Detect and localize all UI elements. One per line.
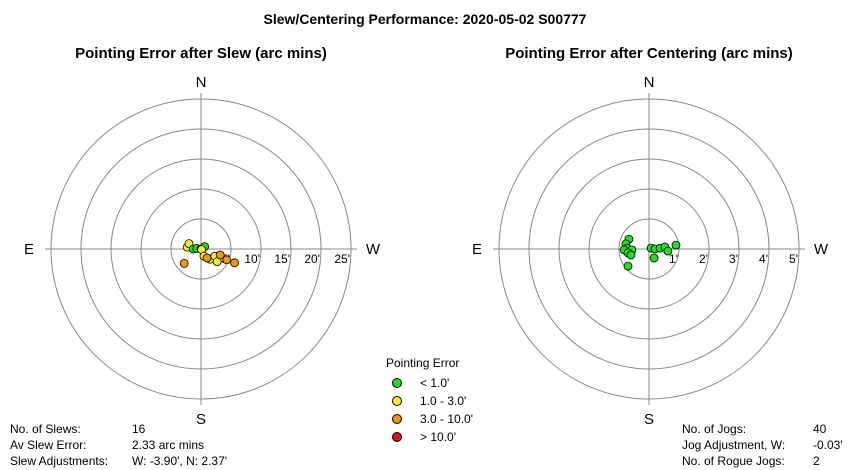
legend-item-3to10: 3.0 - 10.0': [386, 410, 473, 428]
data-point: [626, 250, 636, 260]
legend-label: > 10.0': [420, 430, 456, 444]
legend-label: 1.0 - 3.0': [420, 394, 467, 408]
data-point: [230, 258, 240, 268]
chart-title: Pointing Error after Centering (arc mins…: [505, 45, 793, 62]
east-label: E: [472, 241, 482, 258]
legend-swatch-green: [392, 378, 402, 388]
stat-value: 40: [813, 422, 827, 436]
stat-value: 16: [132, 422, 146, 436]
pointing-error-legend: Pointing Error < 1.0' 1.0 - 3.0' 3.0 - 1…: [386, 356, 473, 446]
legend-swatch-yellow: [392, 396, 402, 406]
ring-tick-label: 4': [759, 252, 768, 266]
ring-tick-label: 25': [334, 252, 350, 266]
west-label: W: [814, 241, 829, 258]
stat-label: Slew Adjustments:: [10, 454, 109, 468]
report-title: Slew/Centering Performance: 2020-05-02 S…: [264, 11, 587, 27]
data-point: [663, 246, 673, 256]
stat-row-slews: No. of Slews: 16: [10, 421, 227, 437]
stat-row-adjustments: Slew Adjustments: W: -3.90', N: 2.37': [10, 453, 227, 469]
stat-label: Jog Adjustment, W:: [682, 438, 786, 452]
legend-item-lt1: < 1.0': [386, 374, 473, 392]
data-point: [202, 253, 212, 263]
ring-tick-label: 15': [274, 252, 290, 266]
legend-swatch-red: [392, 432, 402, 442]
slew-stats: No. of Slews: 16 Av Slew Error: 2.33 arc…: [10, 421, 227, 469]
south-label: S: [644, 411, 654, 428]
legend-item-gt10: > 10.0': [386, 428, 473, 446]
data-point: [623, 261, 633, 271]
south-label: S: [196, 411, 206, 428]
north-label: N: [644, 74, 655, 91]
legend-swatch-orange: [392, 414, 402, 424]
data-point: [649, 253, 659, 263]
legend-item-1to3: 1.0 - 3.0': [386, 392, 473, 410]
jog-stats: No. of Jogs: 40 Jog Adjustment, W: -0.03…: [682, 421, 843, 469]
stat-value: 2.33 arc mins: [132, 438, 205, 452]
ring-tick-label: 2': [699, 252, 708, 266]
legend-title: Pointing Error: [386, 356, 460, 370]
legend-label: < 1.0': [420, 376, 450, 390]
stat-value: -0.03': [813, 438, 843, 452]
stat-row-jog-adjustment: Jog Adjustment, W: -0.03': [682, 437, 843, 453]
data-point: [179, 258, 189, 268]
stat-row-jogs: No. of Jogs: 40: [682, 421, 843, 437]
ring-tick-label: 10': [244, 252, 260, 266]
stat-label: No. of Slews:: [10, 422, 81, 436]
chart-title: Pointing Error after Slew (arc mins): [75, 45, 327, 62]
stat-label: No. of Jogs:: [682, 422, 747, 436]
ring-tick-label: 1': [669, 252, 678, 266]
ring-tick-label: 3': [729, 252, 738, 266]
west-label: W: [366, 241, 381, 258]
stat-label: Av Slew Error:: [10, 438, 87, 452]
data-point: [222, 255, 232, 265]
stat-row-av-error: Av Slew Error: 2.33 arc mins: [10, 437, 227, 453]
legend-label: 3.0 - 10.0': [420, 412, 473, 426]
ring-tick-label: 20': [304, 252, 320, 266]
stat-row-rogue-jogs: No. of Rogue Jogs: 2: [682, 453, 843, 469]
stat-value: 2: [813, 454, 820, 468]
east-label: E: [24, 241, 34, 258]
ring-tick-label: 5': [789, 252, 798, 266]
data-point: [215, 250, 225, 260]
north-label: N: [196, 74, 207, 91]
stat-label: No. of Rogue Jogs:: [682, 454, 785, 468]
data-point: [671, 240, 681, 250]
stat-value: W: -3.90', N: 2.37': [132, 454, 228, 468]
